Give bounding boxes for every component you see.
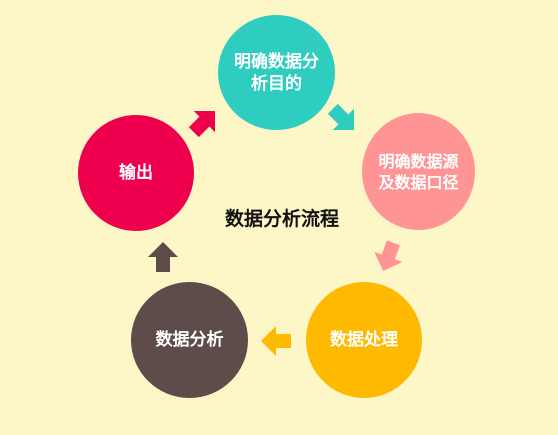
arrow-step5-to-step1 — [188, 110, 216, 138]
arrow-step4-to-step5 — [148, 242, 178, 272]
diagram-title: 数据分析流程 — [224, 208, 339, 230]
step-label: 输出 — [119, 163, 153, 183]
arrow-step3-to-step4 — [261, 326, 291, 356]
step-label: 明确数据分析目的 — [234, 51, 319, 94]
step-data-processing: 数据处理 — [306, 282, 422, 398]
step-label: 数据分析 — [155, 330, 224, 350]
step-define-analysis-goal: 明确数据分析目的 — [218, 15, 335, 130]
step-label: 数据处理 — [330, 330, 398, 350]
step-data-analysis: 数据分析 — [131, 282, 248, 398]
step-output: 输出 — [78, 115, 194, 231]
arrow-step2-to-step3 — [374, 240, 403, 271]
step-define-data-source: 明确数据源及数据口径 — [362, 113, 475, 230]
step-label: 明确数据源及数据口径 — [378, 151, 459, 192]
arrow-step1-to-step2 — [327, 103, 355, 131]
